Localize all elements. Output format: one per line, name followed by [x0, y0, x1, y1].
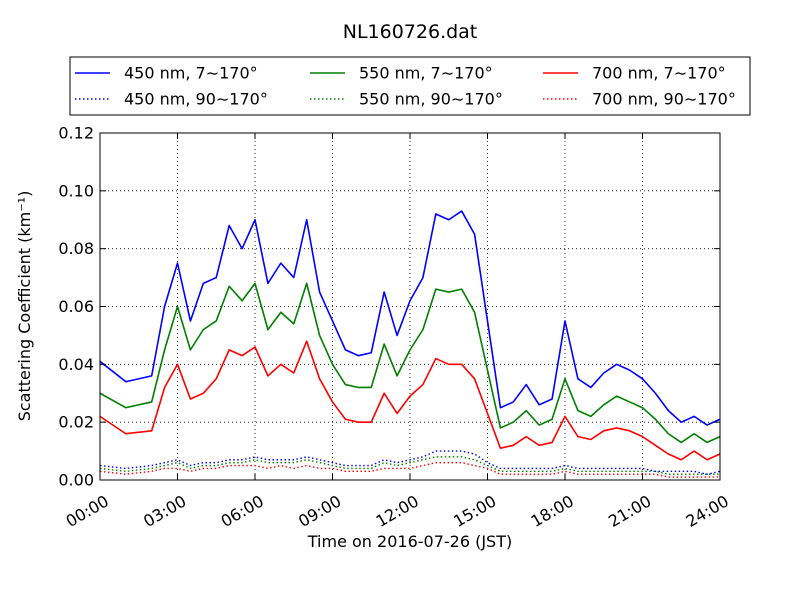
y-tick-label: 0.00 [58, 471, 94, 490]
x-tick-label: 06:00 [218, 491, 267, 531]
x-tick-label: 21:00 [605, 491, 654, 531]
series-layer [99, 210, 721, 478]
x-tick-label: 24:00 [683, 491, 732, 531]
y-tick-label: 0.10 [58, 181, 94, 200]
x-tick-label: 03:00 [140, 491, 189, 531]
series-line-2 [99, 282, 721, 444]
y-tick-label: 0.08 [58, 239, 94, 258]
chart-title: NL160726.dat [343, 21, 478, 43]
legend-label: 700 nm, 90∼170° [592, 90, 736, 109]
legend-label: 450 nm, 7∼170° [124, 64, 258, 83]
y-axis-label: Scattering Coefficient (km⁻¹) [15, 191, 34, 422]
grid [100, 133, 720, 480]
x-tick-label: 09:00 [295, 491, 344, 531]
x-tick-label: 00:00 [63, 491, 112, 531]
series-line-0 [99, 210, 721, 426]
x-tick-label: 18:00 [528, 491, 577, 531]
series-line-4 [99, 340, 721, 461]
legend-label: 700 nm, 7∼170° [592, 64, 726, 83]
legend-label: 550 nm, 7∼170° [359, 64, 493, 83]
y-tick-label: 0.12 [58, 124, 94, 143]
x-axis-label: Time on 2016-07-26 (JST) [307, 532, 512, 551]
legend-label: 450 nm, 90∼170° [124, 90, 268, 109]
x-tick-label: 15:00 [450, 491, 499, 531]
y-tick-label: 0.02 [58, 413, 94, 432]
legend-box [69, 56, 751, 116]
y-tick-label: 0.06 [58, 297, 94, 316]
x-tick-label: 12:00 [373, 491, 422, 531]
legend-label: 550 nm, 90∼170° [359, 90, 503, 109]
y-tick-label: 0.04 [58, 355, 94, 374]
legend: 450 nm, 7∼170° 550 nm, 7∼170° 700 nm, 7∼17… [69, 56, 751, 116]
